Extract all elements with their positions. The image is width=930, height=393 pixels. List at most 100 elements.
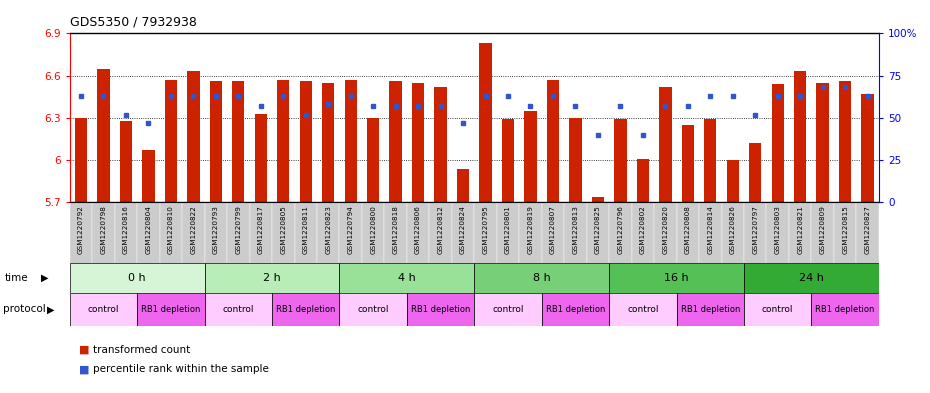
Bar <box>430 202 452 263</box>
Bar <box>726 160 739 202</box>
Bar <box>834 202 857 263</box>
Text: control: control <box>87 305 119 314</box>
Text: GDS5350 / 7932938: GDS5350 / 7932938 <box>70 16 196 29</box>
Bar <box>794 72 806 202</box>
Text: GSM1220803: GSM1220803 <box>775 205 780 254</box>
Bar <box>339 263 474 293</box>
Bar <box>457 169 470 202</box>
Text: GSM1220796: GSM1220796 <box>618 205 623 254</box>
Bar <box>187 72 200 202</box>
Text: GSM1220801: GSM1220801 <box>505 205 511 254</box>
Text: control: control <box>357 305 389 314</box>
Bar <box>861 94 874 202</box>
Bar <box>205 202 227 263</box>
Bar <box>637 159 649 202</box>
Text: control: control <box>762 305 793 314</box>
Bar <box>406 202 430 263</box>
Bar <box>227 202 249 263</box>
Bar <box>160 202 182 263</box>
Bar <box>857 202 879 263</box>
Text: GSM1220795: GSM1220795 <box>483 205 488 254</box>
Bar <box>434 87 446 202</box>
Bar <box>362 202 384 263</box>
Bar <box>609 293 676 326</box>
Text: 2 h: 2 h <box>263 273 281 283</box>
Bar <box>277 80 289 202</box>
Text: GSM1220817: GSM1220817 <box>258 205 264 254</box>
Bar <box>322 83 335 202</box>
Text: GSM1220798: GSM1220798 <box>100 205 106 254</box>
Bar <box>744 202 766 263</box>
Bar <box>142 150 154 202</box>
Bar <box>631 202 654 263</box>
Text: GSM1220802: GSM1220802 <box>640 205 645 254</box>
Bar <box>299 81 312 202</box>
Bar <box>406 293 474 326</box>
Text: RB1 depletion: RB1 depletion <box>816 305 875 314</box>
Text: GSM1220818: GSM1220818 <box>392 205 399 254</box>
Bar <box>614 119 627 202</box>
Bar <box>654 202 676 263</box>
Text: transformed count: transformed count <box>93 345 191 355</box>
Text: 16 h: 16 h <box>664 273 689 283</box>
Bar <box>811 202 834 263</box>
Bar <box>789 202 811 263</box>
Bar <box>704 119 716 202</box>
Text: GSM1220812: GSM1220812 <box>438 205 444 254</box>
Bar <box>232 81 245 202</box>
Bar <box>255 114 267 202</box>
Text: 0 h: 0 h <box>128 273 146 283</box>
Bar <box>565 202 587 263</box>
Bar <box>569 118 581 202</box>
Bar <box>92 202 114 263</box>
Text: GSM1220808: GSM1220808 <box>684 205 691 254</box>
Bar <box>541 202 565 263</box>
Bar <box>497 202 519 263</box>
Bar <box>749 143 762 202</box>
Bar <box>659 87 671 202</box>
Bar <box>182 202 205 263</box>
Text: GSM1220792: GSM1220792 <box>78 205 84 254</box>
Bar <box>519 202 541 263</box>
Bar <box>295 202 317 263</box>
Text: GSM1220800: GSM1220800 <box>370 205 376 254</box>
Text: GSM1220827: GSM1220827 <box>865 205 870 254</box>
Bar <box>474 293 541 326</box>
Text: ▶: ▶ <box>41 273 48 283</box>
Bar <box>272 202 295 263</box>
Text: GSM1220825: GSM1220825 <box>595 205 601 254</box>
Text: control: control <box>492 305 524 314</box>
Text: RB1 depletion: RB1 depletion <box>141 305 201 314</box>
Text: GSM1220813: GSM1220813 <box>573 205 578 254</box>
Text: control: control <box>627 305 658 314</box>
Text: 4 h: 4 h <box>398 273 416 283</box>
Text: GSM1220820: GSM1220820 <box>662 205 669 254</box>
Bar <box>339 202 362 263</box>
Text: GSM1220821: GSM1220821 <box>797 205 804 254</box>
Bar <box>138 293 205 326</box>
Bar <box>699 202 722 263</box>
Text: 24 h: 24 h <box>799 273 824 283</box>
Text: GSM1220797: GSM1220797 <box>752 205 758 254</box>
Text: GSM1220819: GSM1220819 <box>527 205 534 254</box>
Bar <box>344 80 357 202</box>
Bar <box>209 81 222 202</box>
Bar <box>452 202 474 263</box>
Text: control: control <box>222 305 254 314</box>
Text: GSM1220824: GSM1220824 <box>460 205 466 254</box>
Bar <box>811 293 879 326</box>
Bar <box>205 293 272 326</box>
Bar <box>609 263 744 293</box>
Bar <box>817 83 829 202</box>
Bar <box>609 202 631 263</box>
Text: 8 h: 8 h <box>533 273 551 283</box>
Text: GSM1220826: GSM1220826 <box>730 205 736 254</box>
Bar <box>412 83 424 202</box>
Bar <box>474 202 497 263</box>
Text: RB1 depletion: RB1 depletion <box>546 305 605 314</box>
Bar <box>70 293 138 326</box>
Bar <box>839 81 851 202</box>
Text: GSM1220810: GSM1220810 <box>168 205 174 254</box>
Bar <box>744 293 811 326</box>
Text: GSM1220814: GSM1220814 <box>708 205 713 254</box>
